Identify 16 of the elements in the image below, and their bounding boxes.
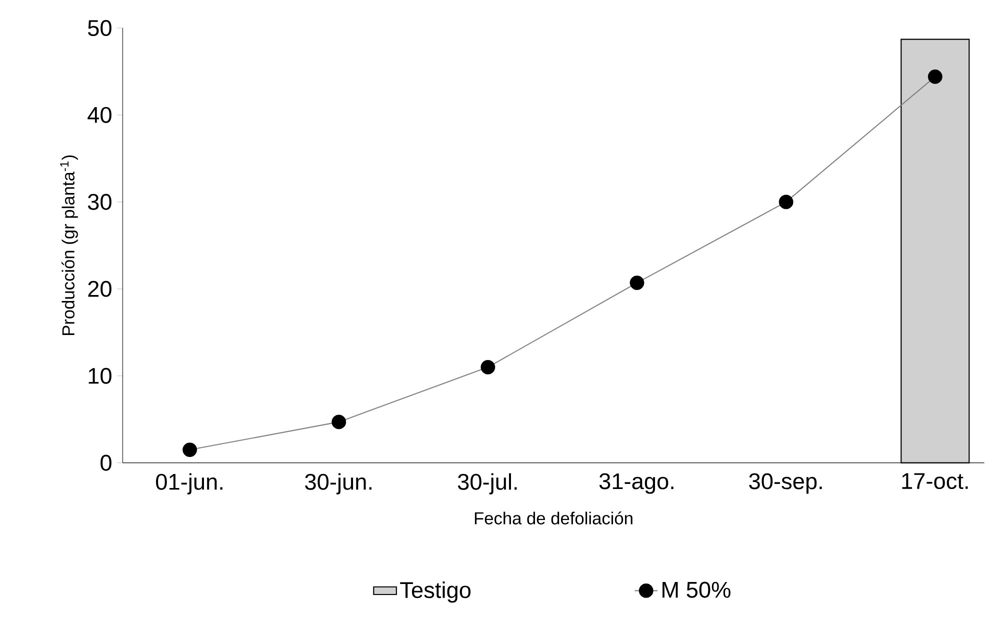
y-tick-label: 10 [88, 368, 112, 384]
x-tick-label: 30-jun. [305, 473, 372, 494]
x-tick-label: 30-jul. [458, 473, 517, 494]
x-tick-label: 01-jun. [156, 473, 222, 494]
x-axis-title: Fecha de defoliación [474, 512, 632, 525]
y-tick-label: 20 [88, 280, 112, 297]
y-tick-label: 0 [100, 454, 112, 471]
x-tick-label: 31-ago. [599, 473, 674, 494]
legend-label: M 50% [662, 582, 730, 598]
x-tick-label: 30-sep. [749, 473, 822, 494]
x-tick-label: 17-oct. [902, 473, 968, 490]
y-tick-label: 30 [88, 194, 112, 210]
y-tick-label: 40 [88, 107, 112, 124]
y-axis-title: Producción (gr planta$^{-1}$) [60, 156, 78, 336]
y-tick-label: 50 [88, 20, 112, 36]
legend-label: Testigo [400, 582, 471, 603]
